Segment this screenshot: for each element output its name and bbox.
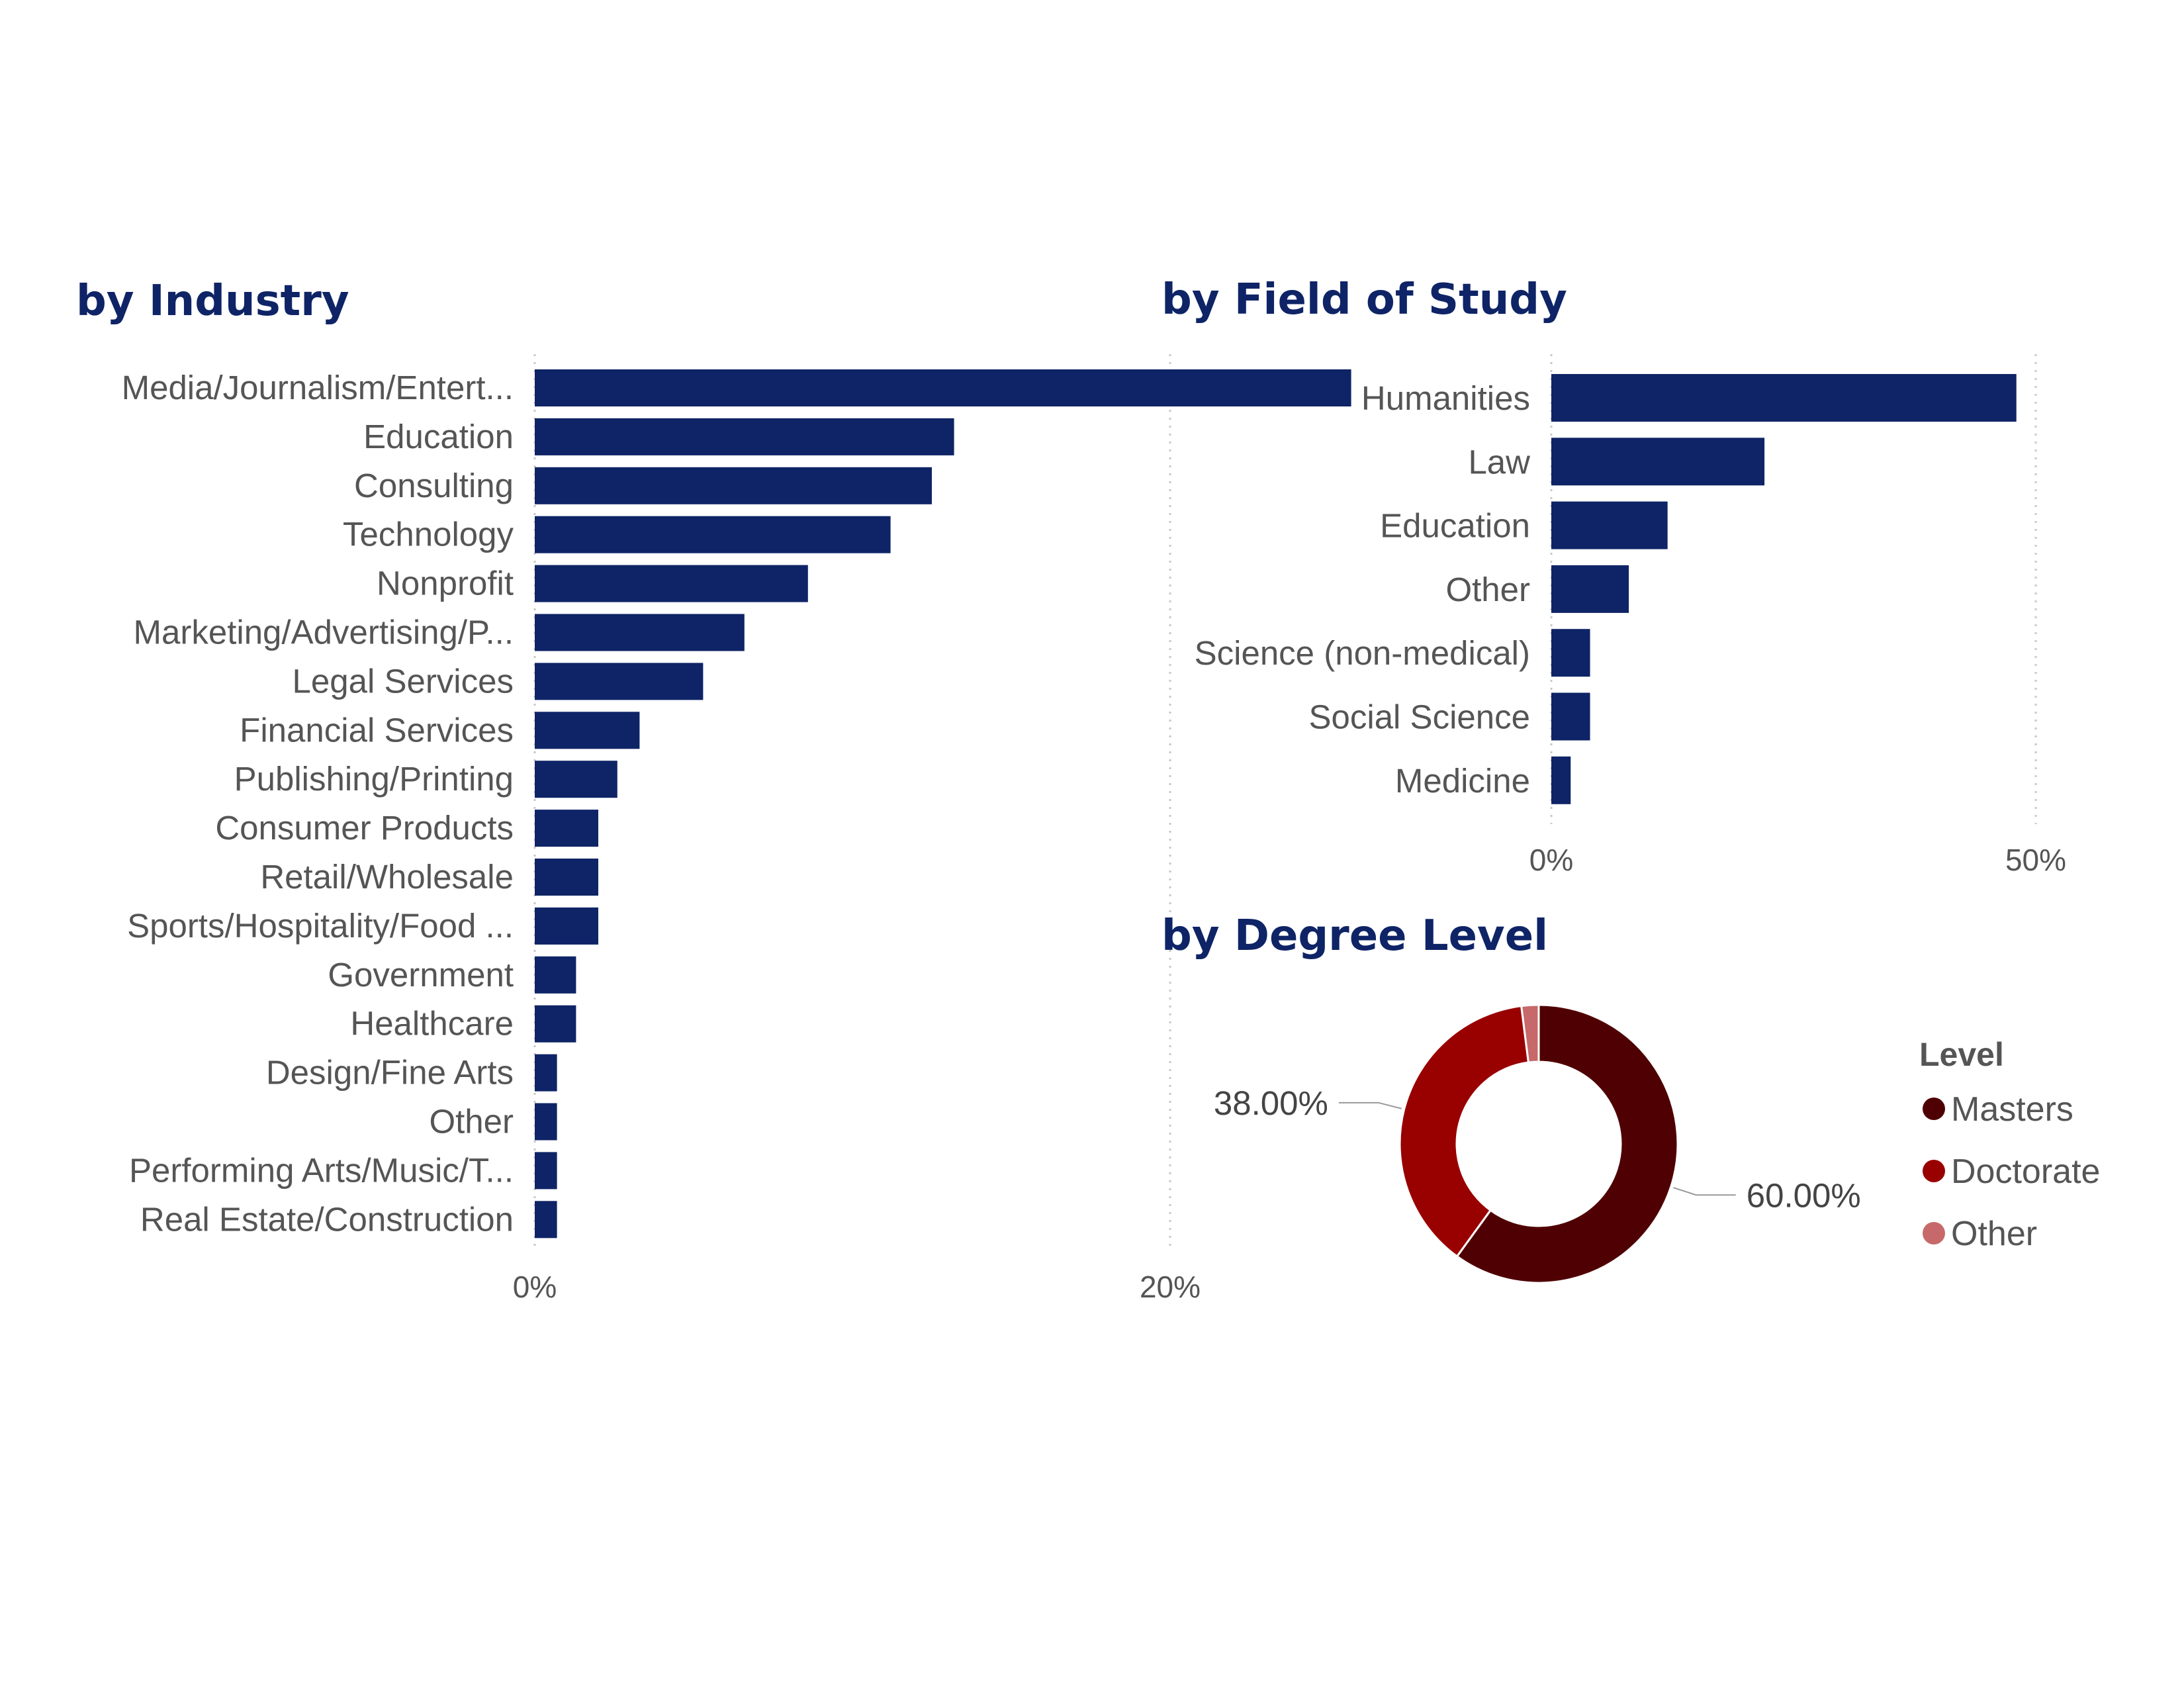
bar[interactable] bbox=[535, 614, 745, 651]
x-tick-label: 20% bbox=[1140, 1270, 1201, 1304]
x-tick-label: 0% bbox=[1529, 843, 1573, 877]
category-label: Nonprofit bbox=[377, 565, 514, 602]
degree-chart-title: by Degree Level bbox=[1161, 912, 1548, 961]
bar[interactable] bbox=[535, 516, 891, 553]
category-label: Marketing/Advertising/P... bbox=[134, 614, 514, 651]
industry-chart: by Industry Media/Journalism/Entert... Ed… bbox=[76, 277, 1351, 1304]
category-label: Other bbox=[429, 1103, 514, 1141]
category-label: Social Science bbox=[1308, 698, 1530, 736]
legend-marker bbox=[1923, 1160, 1945, 1182]
donut-slice-masters[interactable] bbox=[1455, 1004, 1679, 1284]
data-label: 60.00% bbox=[1747, 1176, 1861, 1214]
bar[interactable] bbox=[535, 712, 640, 749]
category-label: Consumer Products bbox=[215, 809, 514, 847]
category-label: Medicine bbox=[1395, 762, 1530, 800]
bar[interactable] bbox=[535, 565, 808, 602]
category-label: Technology bbox=[343, 516, 514, 553]
leader-line bbox=[1338, 1102, 1402, 1109]
category-label: Media/Journalism/Entert... bbox=[122, 369, 514, 406]
bar[interactable] bbox=[1551, 756, 1571, 804]
category-label: Law bbox=[1468, 443, 1530, 481]
category-label: Legal Services bbox=[292, 662, 514, 700]
bar[interactable] bbox=[1551, 374, 2017, 422]
donut-slice-doctorate[interactable] bbox=[1398, 1004, 1530, 1258]
bar[interactable] bbox=[535, 1054, 557, 1092]
category-label: Retail/Wholesale bbox=[260, 858, 514, 896]
category-label: Government bbox=[328, 956, 514, 994]
data-label: 38.00% bbox=[1214, 1084, 1328, 1122]
category-label: Consulting bbox=[354, 467, 514, 504]
bar[interactable] bbox=[1551, 438, 1765, 486]
legend-item-masters[interactable]: Masters bbox=[1951, 1090, 2073, 1129]
legend-marker bbox=[1923, 1098, 1945, 1120]
bar[interactable] bbox=[535, 907, 598, 945]
field-chart-title: by Field of Study bbox=[1161, 275, 1567, 324]
legend-title: Level bbox=[1919, 1036, 2004, 1073]
category-label: Humanities bbox=[1361, 379, 1530, 417]
category-label: Real Estate/Construction bbox=[140, 1200, 514, 1238]
industry-chart-title: by Industry bbox=[76, 277, 349, 326]
legend-item-doctorate[interactable]: Doctorate bbox=[1951, 1152, 2100, 1191]
bar[interactable] bbox=[1551, 629, 1590, 677]
category-label: Financial Services bbox=[240, 711, 514, 749]
x-tick-label: 0% bbox=[513, 1270, 557, 1304]
bar[interactable] bbox=[535, 956, 576, 994]
bar[interactable] bbox=[535, 810, 598, 847]
category-label: Design/Fine Arts bbox=[266, 1054, 514, 1092]
bar[interactable] bbox=[535, 369, 1351, 406]
bar[interactable] bbox=[1551, 565, 1629, 613]
legend-marker bbox=[1923, 1222, 1945, 1244]
category-label: Healthcare bbox=[350, 1005, 514, 1043]
field-chart: by Field of Study Humanities Law Education… bbox=[1161, 275, 2066, 877]
category-label: Science (non-medical) bbox=[1195, 634, 1530, 672]
category-label: Other bbox=[1445, 571, 1530, 608]
leader-line bbox=[1673, 1187, 1736, 1196]
x-tick-label: 50% bbox=[2005, 843, 2066, 877]
bar[interactable] bbox=[535, 761, 617, 798]
donut-slice-other[interactable] bbox=[1520, 1004, 1540, 1064]
degree-chart: by Degree Level 60.00% 38.00% Level Maste… bbox=[1161, 912, 2100, 1284]
category-label: Sports/Hospitality/Food ... bbox=[127, 907, 514, 945]
bar[interactable] bbox=[1551, 501, 1668, 549]
category-label: Performing Arts/Music/T... bbox=[129, 1151, 514, 1189]
bar[interactable] bbox=[535, 859, 598, 896]
bar[interactable] bbox=[535, 1152, 557, 1190]
bar[interactable] bbox=[535, 418, 954, 455]
category-label: Education bbox=[1380, 507, 1530, 545]
bar[interactable] bbox=[535, 1005, 576, 1043]
bar[interactable] bbox=[535, 663, 704, 700]
bar[interactable] bbox=[535, 467, 932, 504]
bar[interactable] bbox=[1551, 692, 1590, 741]
bar[interactable] bbox=[535, 1103, 557, 1141]
legend-item-other[interactable]: Other bbox=[1951, 1215, 2037, 1253]
bar[interactable] bbox=[535, 1201, 557, 1239]
category-label: Publishing/Printing bbox=[234, 760, 514, 798]
degree-legend[interactable]: Level Masters Doctorate Other bbox=[1919, 1036, 2100, 1253]
category-label: Education bbox=[363, 418, 514, 455]
